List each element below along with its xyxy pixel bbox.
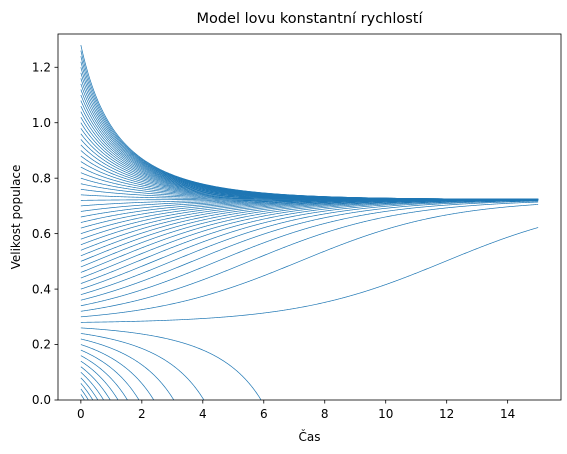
x-tick-label: 14 <box>500 407 515 421</box>
x-tick-label: 8 <box>321 407 329 421</box>
x-tick-label: 0 <box>77 407 85 421</box>
y-tick-label: 0.2 <box>32 338 51 352</box>
x-tick-label: 12 <box>439 407 454 421</box>
y-tick-label: 0.6 <box>32 227 51 241</box>
y-tick-label: 0.0 <box>32 393 51 407</box>
x-axis-label: Čas <box>299 429 321 444</box>
series-lines <box>80 45 539 400</box>
chart-title: Model lovu konstantní rychlostí <box>196 11 423 27</box>
y-tick-label: 1.2 <box>32 60 51 74</box>
x-tick-label: 4 <box>199 407 207 421</box>
series-line <box>80 45 539 200</box>
x-tick-label: 10 <box>378 407 393 421</box>
series-line <box>80 366 111 400</box>
series-line <box>80 333 205 400</box>
series-line <box>80 372 104 400</box>
series-line <box>80 355 128 400</box>
series-line <box>80 344 155 400</box>
plot-frame <box>57 33 562 401</box>
y-axis-label: Velikost populace <box>9 165 23 270</box>
series-line <box>80 349 140 400</box>
series-line <box>80 338 175 400</box>
series-line <box>80 199 539 290</box>
y-tick-label: 1.0 <box>32 116 51 130</box>
series-line <box>80 227 539 323</box>
series-line <box>80 327 262 400</box>
y-tick-label: 0.4 <box>32 282 51 296</box>
series-line <box>80 204 539 318</box>
series-line <box>80 360 119 400</box>
y-axis-ticks: 0.0 0.2 0.4 0.6 0.8 1.0 1.2 <box>32 60 58 407</box>
series-line <box>80 394 85 400</box>
series-line <box>80 200 539 307</box>
series-line <box>80 383 94 400</box>
x-tick-label: 2 <box>138 407 146 421</box>
series-line <box>80 199 539 295</box>
x-tick-label: 6 <box>260 407 268 421</box>
series-line <box>80 388 89 400</box>
series-line <box>80 377 99 400</box>
y-tick-label: 0.8 <box>32 171 51 185</box>
series-line <box>80 200 539 301</box>
series-line <box>80 201 539 312</box>
x-axis-ticks: 0 2 4 6 8 10 12 14 <box>77 400 515 421</box>
